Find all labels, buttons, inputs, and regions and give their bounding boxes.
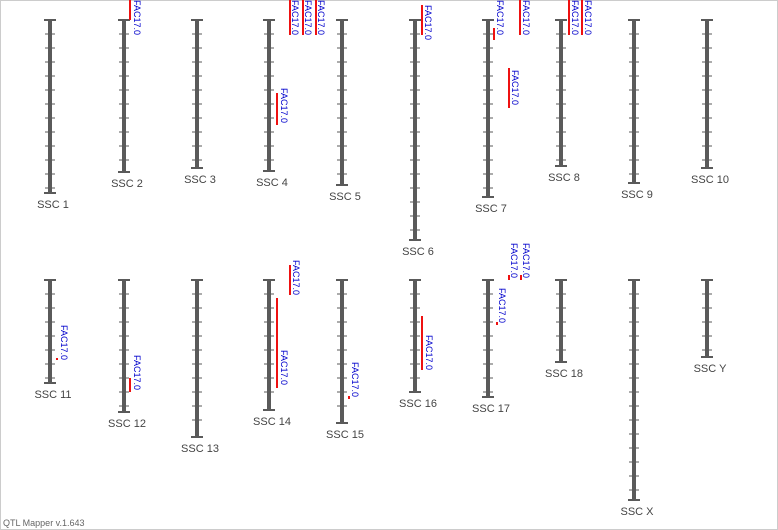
qtl-label[interactable]: FAC17.0 bbox=[497, 288, 507, 323]
qtl-label[interactable]: FAC17.0 bbox=[510, 70, 520, 105]
chromosome bbox=[705, 280, 709, 357]
footer: QTL Mapper v.1.643 bbox=[3, 518, 85, 528]
chromosome bbox=[340, 280, 344, 423]
chromosome bbox=[559, 280, 563, 362]
qtl-label[interactable]: FAC17.0 bbox=[350, 362, 360, 397]
qtl-label[interactable]: FAC17.0 bbox=[59, 325, 69, 360]
qtl-label[interactable]: FAC17.0 bbox=[279, 88, 289, 123]
chromosome-label: SSC 2 bbox=[111, 178, 143, 190]
chromosome-label: SSC X bbox=[620, 506, 654, 518]
qtl-label[interactable]: FAC17.0 bbox=[521, 243, 531, 278]
qtl-label[interactable]: FAC17.0 bbox=[423, 5, 433, 40]
chromosome-label: SSC 18 bbox=[545, 368, 583, 380]
chromosome-label: SSC 11 bbox=[34, 389, 71, 401]
chromosome bbox=[632, 280, 636, 500]
chromosome bbox=[267, 280, 271, 410]
qtl-label[interactable]: FAC17.0 bbox=[509, 243, 519, 278]
qtl-label[interactable]: FAC17.0 bbox=[583, 0, 593, 35]
qtl-label[interactable]: FAC17.0 bbox=[303, 0, 313, 35]
qtl-label[interactable]: FAC17.0 bbox=[495, 0, 505, 35]
chromosome-label: SSC 5 bbox=[329, 191, 361, 203]
qtl-label[interactable]: FAC17.0 bbox=[279, 350, 289, 385]
chromosome-label: SSC 15 bbox=[326, 429, 364, 441]
qtl-label[interactable]: FAC17.0 bbox=[291, 260, 301, 295]
chromosome bbox=[122, 20, 126, 172]
chromosome-label: SSC 17 bbox=[472, 403, 510, 415]
chromosome-label: SSC 10 bbox=[691, 174, 729, 186]
chromosome bbox=[195, 280, 199, 437]
qtl-label[interactable]: FAC17.0 bbox=[132, 355, 142, 390]
chromosome-label: SSC Y bbox=[694, 363, 727, 375]
chromosome-label: SSC 7 bbox=[475, 203, 507, 215]
chromosome-label: SSC 4 bbox=[256, 177, 288, 189]
chromosome bbox=[413, 20, 417, 240]
chromosome-label: SSC 6 bbox=[402, 246, 434, 258]
qtl-label[interactable]: FAC17.0 bbox=[521, 0, 531, 35]
chromosome-label: SSC 13 bbox=[181, 443, 219, 455]
chromosome-label: SSC 8 bbox=[548, 172, 580, 184]
chromosome bbox=[48, 280, 52, 383]
chromosome bbox=[559, 20, 563, 166]
chromosome-label: SSC 14 bbox=[253, 416, 291, 428]
chromosome bbox=[486, 280, 490, 397]
chromosome-label: SSC 16 bbox=[399, 398, 437, 410]
qtl-label[interactable]: FAC17.0 bbox=[570, 0, 580, 35]
chromosome-label: SSC 12 bbox=[108, 418, 146, 430]
qtl-label[interactable]: FAC17.0 bbox=[290, 0, 300, 35]
chromosome bbox=[340, 20, 344, 185]
chromosome bbox=[267, 20, 271, 171]
chromosome bbox=[486, 20, 490, 197]
chromosome bbox=[632, 20, 636, 183]
chromosome-label: SSC 3 bbox=[184, 174, 216, 186]
chromosome bbox=[122, 280, 126, 412]
qtl-label[interactable]: FAC17.0 bbox=[424, 335, 434, 370]
chromosome bbox=[195, 20, 199, 168]
qtl-label[interactable]: FAC17.0 bbox=[132, 0, 142, 35]
qtl-label[interactable]: FAC17.0 bbox=[316, 0, 326, 35]
chromosome bbox=[705, 20, 709, 168]
chromosome-label: SSC 1 bbox=[37, 199, 69, 211]
chromosome-label: SSC 9 bbox=[621, 189, 653, 201]
chromosome bbox=[48, 20, 52, 193]
